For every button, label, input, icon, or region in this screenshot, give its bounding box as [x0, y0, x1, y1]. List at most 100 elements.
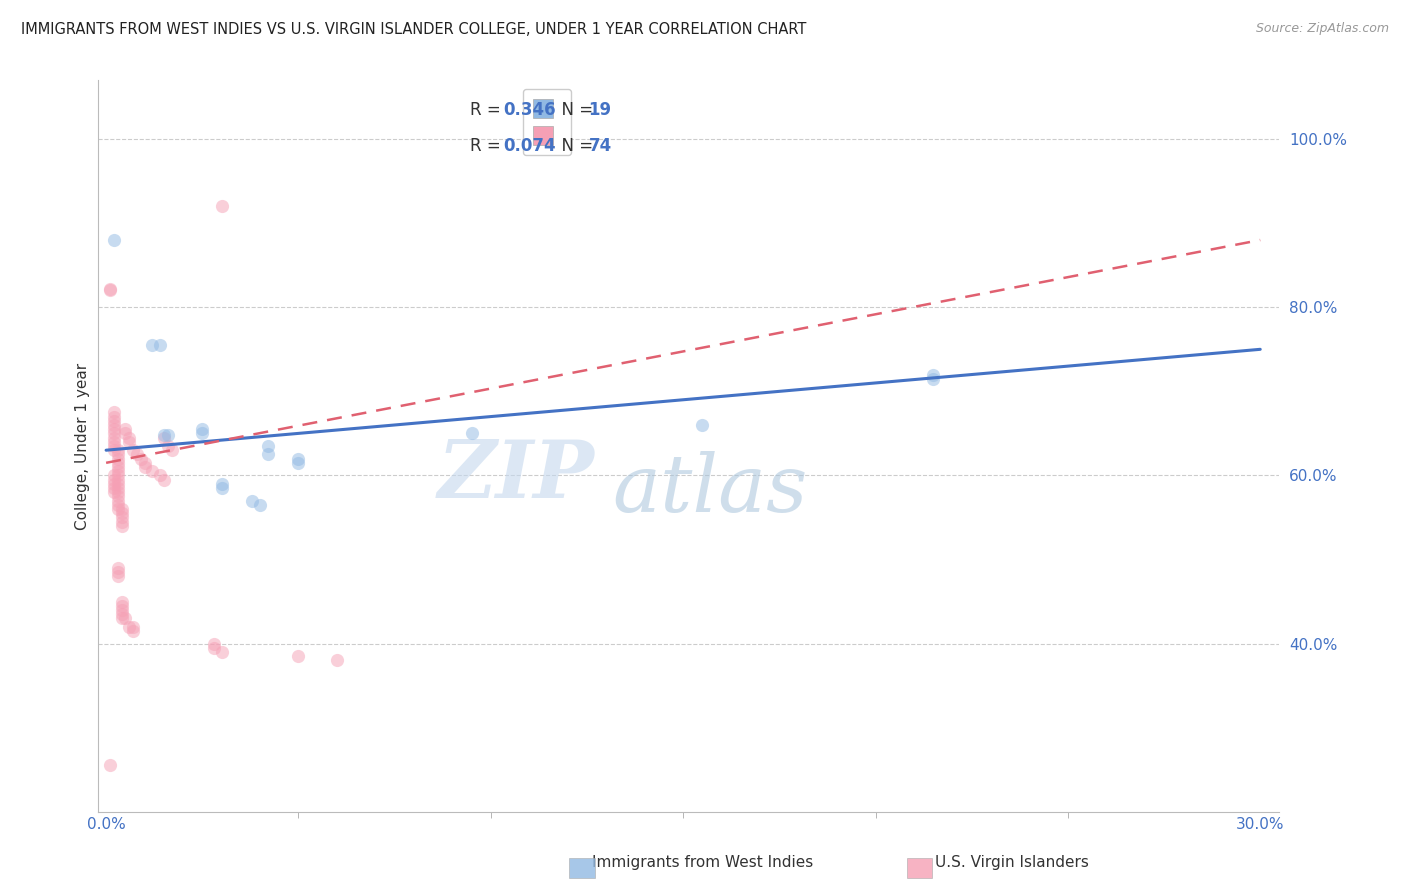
- Point: [107, 443, 129, 458]
- Point: [107, 460, 129, 475]
- Point: [103, 422, 125, 436]
- Point: [156, 439, 179, 453]
- Y-axis label: College, Under 1 year: College, Under 1 year: [75, 362, 90, 530]
- Point: [256, 447, 278, 461]
- Point: [110, 506, 132, 520]
- Point: [107, 464, 129, 478]
- Point: [107, 493, 129, 508]
- Point: [149, 468, 172, 483]
- Point: [107, 561, 129, 575]
- Point: [107, 468, 129, 483]
- Point: [107, 490, 129, 504]
- Point: [107, 502, 129, 516]
- Point: [134, 456, 156, 470]
- Point: [110, 599, 132, 613]
- Point: [103, 431, 125, 445]
- Point: [110, 519, 132, 533]
- Point: [107, 569, 129, 583]
- Point: [103, 476, 125, 491]
- Point: [211, 199, 233, 213]
- Point: [122, 443, 145, 458]
- Point: [103, 473, 125, 487]
- Text: IMMIGRANTS FROM WEST INDIES VS U.S. VIRGIN ISLANDER COLLEGE, UNDER 1 YEAR CORREL: IMMIGRANTS FROM WEST INDIES VS U.S. VIRG…: [21, 22, 807, 37]
- Point: [287, 649, 309, 664]
- Point: [103, 485, 125, 500]
- Text: 0.346: 0.346: [503, 101, 557, 119]
- Point: [141, 338, 163, 352]
- Text: Immigrants from West Indies: Immigrants from West Indies: [592, 855, 814, 870]
- Text: 19: 19: [589, 101, 612, 119]
- Point: [211, 481, 233, 495]
- Point: [103, 439, 125, 453]
- Point: [103, 414, 125, 428]
- Point: [103, 434, 125, 449]
- Point: [114, 422, 136, 436]
- Point: [326, 653, 349, 667]
- Point: [98, 282, 121, 296]
- Point: [114, 426, 136, 441]
- Point: [118, 431, 141, 445]
- Text: N =: N =: [551, 101, 598, 119]
- Point: [129, 451, 152, 466]
- Legend: , : ,: [523, 88, 571, 155]
- Point: [103, 481, 125, 495]
- Text: Source: ZipAtlas.com: Source: ZipAtlas.com: [1256, 22, 1389, 36]
- Point: [256, 439, 278, 453]
- Point: [103, 443, 125, 458]
- Point: [922, 372, 945, 386]
- Point: [149, 338, 172, 352]
- Text: 0.074: 0.074: [503, 137, 557, 155]
- Point: [107, 565, 129, 579]
- Point: [191, 426, 214, 441]
- Point: [107, 485, 129, 500]
- Text: ZIP: ZIP: [437, 436, 595, 514]
- Point: [122, 620, 145, 634]
- Point: [118, 620, 141, 634]
- Point: [922, 368, 945, 382]
- Text: R =: R =: [471, 137, 506, 155]
- Point: [103, 233, 125, 247]
- Point: [110, 603, 132, 617]
- Point: [125, 447, 148, 461]
- Point: [211, 476, 233, 491]
- Point: [240, 493, 263, 508]
- Point: [202, 636, 225, 650]
- Text: R =: R =: [471, 101, 506, 119]
- Point: [460, 426, 482, 441]
- Point: [287, 456, 309, 470]
- Point: [107, 456, 129, 470]
- Point: [692, 417, 714, 432]
- Point: [110, 502, 132, 516]
- Point: [118, 434, 141, 449]
- Text: atlas: atlas: [612, 451, 807, 529]
- Point: [287, 451, 309, 466]
- Point: [160, 443, 183, 458]
- Point: [98, 284, 121, 298]
- Point: [153, 428, 176, 442]
- Point: [110, 515, 132, 529]
- Point: [110, 611, 132, 625]
- Point: [107, 476, 129, 491]
- Point: [134, 460, 156, 475]
- Point: [110, 594, 132, 608]
- Point: [103, 409, 125, 424]
- Point: [107, 473, 129, 487]
- Point: [103, 426, 125, 441]
- Point: [153, 431, 176, 445]
- Point: [153, 473, 176, 487]
- Point: [122, 624, 145, 638]
- Point: [211, 645, 233, 659]
- Point: [141, 464, 163, 478]
- Point: [107, 451, 129, 466]
- Point: [103, 405, 125, 419]
- Point: [202, 640, 225, 655]
- Point: [107, 447, 129, 461]
- Point: [114, 611, 136, 625]
- Text: U.S. Virgin Islanders: U.S. Virgin Islanders: [935, 855, 1090, 870]
- Point: [103, 417, 125, 432]
- Point: [110, 607, 132, 622]
- Point: [110, 510, 132, 524]
- Point: [107, 481, 129, 495]
- Text: N =: N =: [551, 137, 598, 155]
- Text: 74: 74: [589, 137, 612, 155]
